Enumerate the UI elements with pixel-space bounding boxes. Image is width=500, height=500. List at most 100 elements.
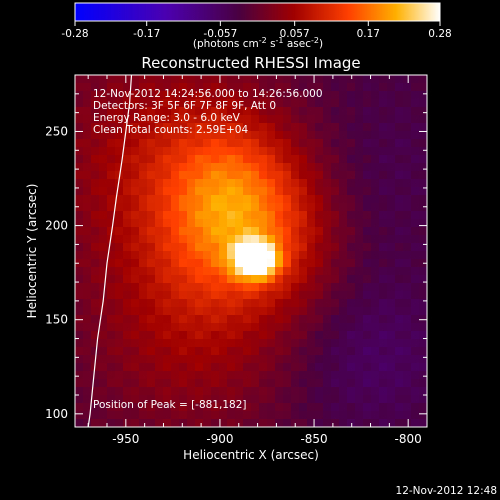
heatmap-cell xyxy=(203,203,212,212)
heatmap-cell xyxy=(251,219,260,228)
heatmap-cell xyxy=(355,379,364,388)
heatmap-cell xyxy=(139,243,148,252)
heatmap-cell xyxy=(243,291,252,300)
heatmap-cell xyxy=(195,211,204,220)
heatmap-cell xyxy=(267,147,276,156)
heatmap-cell xyxy=(155,171,164,180)
annotation-energy-range: Energy Range: 3.0 - 6.0 keV xyxy=(93,112,241,124)
heatmap-cell xyxy=(227,115,236,124)
heatmap-cell xyxy=(259,299,268,308)
heatmap-cell xyxy=(283,99,292,108)
heatmap-cell xyxy=(123,123,132,132)
heatmap-cell xyxy=(379,155,388,164)
heatmap-cell xyxy=(219,403,228,412)
heatmap-cell xyxy=(299,363,308,372)
heatmap-cell xyxy=(275,219,284,228)
heatmap-cell xyxy=(243,395,252,404)
heatmap-cell xyxy=(403,411,412,420)
heatmap-cell xyxy=(411,347,420,356)
heatmap-cell xyxy=(91,171,100,180)
heatmap-cell xyxy=(235,163,244,172)
heatmap-cell xyxy=(315,163,324,172)
heatmap-cell xyxy=(419,91,427,100)
heatmap-cell xyxy=(299,155,308,164)
heatmap-cell xyxy=(251,347,260,356)
heatmap-cell xyxy=(235,91,244,100)
heatmap-cell xyxy=(115,147,124,156)
heatmap-cell xyxy=(259,203,268,212)
heatmap-cell xyxy=(107,291,116,300)
heatmap-cell xyxy=(363,211,372,220)
heatmap-cell xyxy=(395,203,404,212)
heatmap-cell xyxy=(195,363,204,372)
heatmap-cell xyxy=(91,91,100,100)
heatmap-cell xyxy=(187,195,196,204)
heatmap-cell xyxy=(235,211,244,220)
heatmap-cell xyxy=(99,131,108,140)
heatmap-cell xyxy=(403,395,412,404)
heatmap-cell xyxy=(323,299,332,308)
heatmap-cell xyxy=(347,219,356,228)
heatmap-cell xyxy=(275,171,284,180)
heatmap-cell xyxy=(91,155,100,164)
heatmap-cell xyxy=(387,123,396,132)
heatmap-cell xyxy=(75,107,84,116)
heatmap-cell xyxy=(187,315,196,324)
heatmap-cell xyxy=(323,395,332,404)
heatmap-cell xyxy=(355,235,364,244)
heatmap-cell xyxy=(243,227,252,236)
heatmap-cell xyxy=(347,171,356,180)
heatmap-cell xyxy=(347,115,356,124)
heatmap-cell xyxy=(371,115,380,124)
heatmap-cell xyxy=(339,187,348,196)
heatmap-cell xyxy=(235,107,244,116)
heatmap-cell xyxy=(107,299,116,308)
heatmap-cell xyxy=(395,419,404,427)
heatmap-cell xyxy=(371,227,380,236)
heatmap-cell xyxy=(339,403,348,412)
heatmap-cell xyxy=(371,283,380,292)
heatmap-cell xyxy=(315,235,324,244)
heatmap-cell xyxy=(139,123,148,132)
heatmap-cell xyxy=(355,219,364,228)
heatmap-cell xyxy=(307,419,316,427)
heatmap-cell xyxy=(379,195,388,204)
heatmap-cell xyxy=(171,347,180,356)
heatmap-cell xyxy=(83,147,92,156)
heatmap-cell xyxy=(115,347,124,356)
heatmap-cell xyxy=(251,75,260,84)
heatmap-cell xyxy=(371,419,380,427)
heatmap-cell xyxy=(347,291,356,300)
heatmap-cell xyxy=(171,195,180,204)
heatmap-cell xyxy=(155,267,164,276)
heatmap-cell xyxy=(203,107,212,116)
heatmap-cell xyxy=(227,267,236,276)
heatmap-cell xyxy=(235,155,244,164)
heatmap-cell xyxy=(147,203,156,212)
heatmap-cell xyxy=(315,83,324,92)
x-tick-label: -950 xyxy=(112,432,139,446)
heatmap-cell xyxy=(139,171,148,180)
heatmap-cell xyxy=(91,75,100,84)
heatmap-cell xyxy=(355,163,364,172)
heatmap-cell xyxy=(355,419,364,427)
heatmap-cell xyxy=(195,347,204,356)
heatmap-cell xyxy=(387,211,396,220)
heatmap-cell xyxy=(99,187,108,196)
heatmap-cell xyxy=(219,163,228,172)
heatmap-cell xyxy=(243,259,252,268)
heatmap-cell xyxy=(195,179,204,188)
heatmap-cell xyxy=(387,91,396,100)
heatmap-cell xyxy=(99,115,108,124)
heatmap-cell xyxy=(115,75,124,84)
heatmap-cell xyxy=(187,395,196,404)
heatmap-cell xyxy=(139,363,148,372)
heatmap-cell xyxy=(355,363,364,372)
heatmap-cell xyxy=(395,411,404,420)
heatmap-cell xyxy=(363,307,372,316)
heatmap-cell xyxy=(323,259,332,268)
heatmap-cell xyxy=(363,195,372,204)
heatmap-cell xyxy=(163,403,172,412)
heatmap-cell xyxy=(227,331,236,340)
